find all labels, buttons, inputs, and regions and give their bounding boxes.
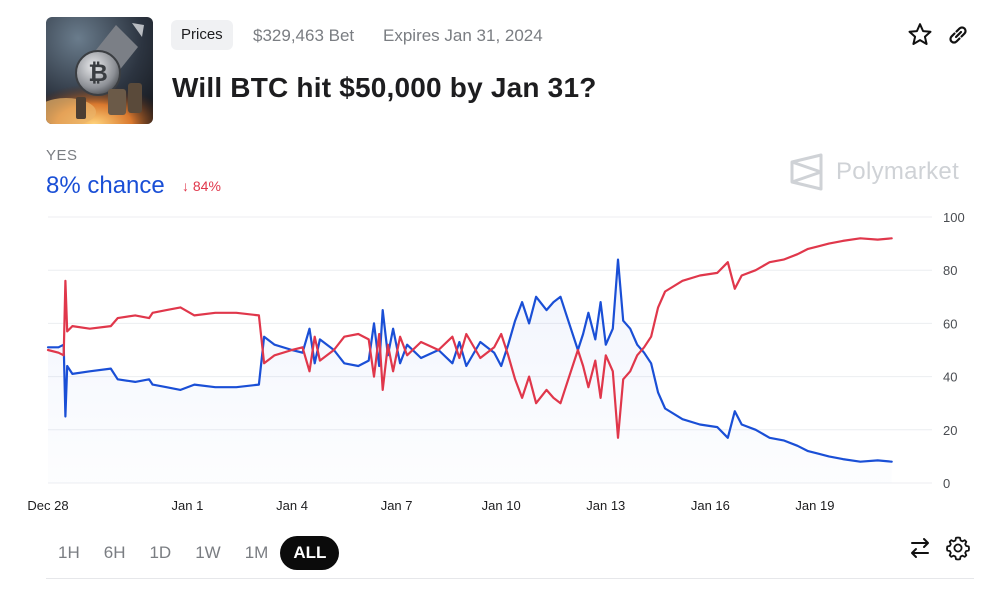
link-icon	[949, 26, 967, 44]
x-tick-label: Jan 7	[381, 498, 413, 513]
swap-outcome-button[interactable]	[906, 534, 934, 562]
divider	[46, 578, 974, 579]
chance-value: 8% chance	[46, 172, 165, 199]
chance-change: ↓ 84%	[182, 177, 221, 195]
category-tag[interactable]: Prices	[171, 20, 233, 50]
timeframe-1d[interactable]: 1D	[149, 543, 172, 562]
y-tick-label: 0	[943, 476, 950, 491]
series-area	[48, 259, 892, 483]
timeframe-1w[interactable]: 1W	[195, 543, 221, 562]
y-tick-label: 40	[943, 370, 957, 385]
copy-link-button[interactable]	[944, 21, 972, 49]
series-line-no	[46, 237, 893, 439]
polymarket-logo-icon	[790, 153, 823, 191]
timeframe-1h[interactable]: 1H	[58, 543, 80, 562]
star-icon	[908, 23, 932, 45]
y-tick-label: 80	[943, 263, 957, 278]
x-tick-label: Jan 16	[691, 498, 730, 513]
outcome-label: YES	[46, 147, 78, 164]
gear-icon	[946, 536, 970, 561]
x-tick-label: Jan 19	[795, 498, 834, 513]
x-tick-label: Dec 28	[27, 498, 68, 513]
arrow-down-icon: ↓	[182, 178, 189, 194]
svg-text:₿: ₿	[88, 59, 108, 87]
volume-text: $329,463 Bet	[253, 26, 355, 45]
price-chart[interactable]: 100 80 60 40 20 0 Dec 28 Jan 1 Jan 4 Jan 7 Jan 10…	[0, 200, 1000, 530]
bitcoin-rocket-image: ₿	[46, 17, 153, 124]
y-tick-label: 20	[943, 423, 957, 438]
market-title: Will BTC hit $50,000 by Jan 31?	[172, 72, 597, 103]
swap-arrows-icon	[911, 538, 929, 558]
favorite-button[interactable]	[906, 21, 934, 49]
timeframe-all[interactable]: ALL	[280, 536, 340, 570]
expiry-text: Expires Jan 31, 2024	[383, 26, 543, 45]
y-tick-label: 60	[943, 316, 957, 331]
x-tick-label: Jan 10	[482, 498, 521, 513]
brand-watermark: Polymarket	[789, 153, 959, 191]
series-line-yes	[46, 258, 893, 463]
chance-change-value: 84%	[192, 178, 221, 194]
x-tick-label: Jan 4	[276, 498, 308, 513]
timeframe-selector: 1H 6H 1D 1W 1M ALL	[46, 536, 340, 570]
timeframe-6h[interactable]: 6H	[103, 543, 126, 562]
brand-name: Polymarket	[836, 158, 960, 185]
market-thumbnail: ₿	[46, 17, 153, 124]
timeframe-1m[interactable]: 1M	[244, 543, 269, 562]
x-tick-label: Jan 13	[586, 498, 625, 513]
y-tick-label: 100	[943, 210, 965, 225]
x-tick-label: Jan 1	[172, 498, 204, 513]
chart-settings-button[interactable]	[944, 534, 972, 562]
